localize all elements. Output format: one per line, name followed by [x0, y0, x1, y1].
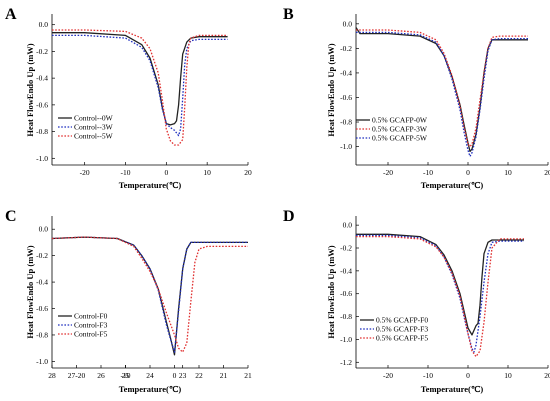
y-tick-label: -1.0 — [36, 357, 48, 366]
x-tick-label: 25 — [122, 371, 130, 380]
y-tick-label: -1.0 — [340, 335, 352, 344]
y-tick-label: -0.6 — [340, 289, 352, 298]
legend-label: 0.5% GCAFP-F5 — [376, 334, 428, 343]
series-line-0-5-gcafp-5w — [356, 31, 528, 158]
chart-panel-D: D 0.0 -0.2 -0.4 -0.6 -0.8 -1.0 -1.2 -20 -10 0 10 20 T… — [283, 208, 550, 394]
y-tick-label: -1.2 — [340, 358, 352, 367]
x-tick-label: 21 — [244, 371, 252, 380]
legend-label: Control-F0 — [74, 312, 108, 321]
y-tick-label: -0.2 — [340, 244, 352, 253]
x-tick-label: 21 — [220, 371, 228, 380]
x-tick-label: 10 — [203, 168, 211, 177]
y-tick-label: -0.4 — [36, 74, 48, 83]
legend-label: Control--0W — [74, 114, 114, 123]
legend-label: 0.5% GCAFP-5W — [372, 134, 428, 143]
y-tick-label: 0.0 — [39, 20, 49, 29]
x-axis-label: Temperature(℃) — [421, 384, 484, 394]
chart-panel-A: A 0.0 -0.2 -0.4 -0.6 -0.8 -1.0 -20 -10 0 10 20 Tempe… — [5, 6, 252, 190]
legend-label: 0.5% GCAFP-F0 — [376, 316, 428, 325]
y-tick-label: -0.8 — [340, 312, 352, 321]
x-tick-label: 26 — [97, 371, 105, 380]
series-line-0-5-gcafp-3w — [356, 29, 528, 148]
y-axis-label: Heat FlowEndo Up (mW) — [25, 43, 35, 136]
x-tick-label: 22 — [195, 371, 203, 380]
legend-label: Control-F3 — [74, 321, 108, 330]
x-tick-label: 28 — [48, 371, 56, 380]
y-tick-label: 0.0 — [39, 225, 49, 234]
x-axis-label: Temperature(℃) — [421, 180, 484, 190]
panel-label: D — [283, 208, 295, 225]
x-tick-label: -20 — [383, 371, 393, 380]
panel-label: B — [283, 6, 294, 23]
x-tick-label: -10 — [121, 168, 131, 177]
x-tick-label: 20 — [244, 168, 252, 177]
legend-label: 0.5% GCAFP-F3 — [376, 325, 428, 334]
x-tick-label: 10 — [504, 371, 512, 380]
y-tick-label: -0.8 — [36, 330, 48, 339]
y-tick-label: -0.6 — [36, 100, 48, 109]
y-tick-label: 0.0 — [343, 221, 353, 230]
series-line-0-5-gcafp-f0 — [356, 233, 524, 336]
series-line-control-5w — [52, 29, 228, 146]
x-tick-label: -10 — [121, 371, 131, 380]
x-tick-label: 23 — [179, 371, 187, 380]
x-tick-label: 10 — [504, 168, 512, 177]
y-tick-label: -0.2 — [340, 44, 352, 53]
panel-label: A — [5, 6, 17, 23]
y-tick-label: 0.0 — [343, 19, 353, 28]
legend-label: 0.5% GCAFP-3W — [372, 125, 428, 134]
y-axis-label: Heat FlowEndo Up (mW) — [326, 43, 336, 136]
x-tick-label: 0 — [466, 168, 470, 177]
legend-label: 0.5% GCAFP-0W — [372, 116, 428, 125]
y-tick-label: -0.2 — [36, 47, 48, 56]
y-tick-label: -0.8 — [340, 118, 352, 127]
y-axis-label: Heat FlowEndo Up (mW) — [326, 245, 336, 338]
x-axis-label: Temperature(℃) — [119, 180, 182, 190]
legend-label: Control--5W — [74, 132, 114, 141]
x-tick-label: 0 — [164, 168, 168, 177]
y-tick-label: -0.6 — [340, 93, 352, 102]
x-tick-label: 24 — [146, 371, 154, 380]
y-axis-label: Heat FlowEndo Up (mW) — [25, 245, 35, 338]
y-tick-label: -0.4 — [340, 266, 352, 275]
x-tick-label: -10 — [423, 168, 433, 177]
y-tick-label: -0.2 — [36, 251, 48, 260]
legend-label: Control--3W — [74, 123, 114, 132]
legend-label: Control-F5 — [74, 330, 108, 339]
x-tick-label: 0 — [173, 371, 177, 380]
x-tick-label: -20 — [383, 168, 393, 177]
x-axis-label: Temperature(℃) — [119, 384, 182, 394]
y-tick-label: -1.0 — [36, 154, 48, 163]
x-tick-label: -10 — [423, 371, 433, 380]
x-tick-label: 27-20 — [68, 371, 86, 380]
x-tick-label: 20 — [544, 168, 550, 177]
panel-label: C — [5, 208, 17, 225]
y-tick-label: -0.8 — [36, 127, 48, 136]
series-line-control-f5 — [51, 236, 248, 353]
y-tick-label: -0.4 — [36, 278, 48, 287]
series-line-control-3w — [52, 34, 228, 137]
chart-panel-B: B 0.0 -0.2 -0.4 -0.6 -0.8 -1.0 -20 -10 0 10 20 Tempe… — [283, 6, 550, 190]
chart-panel-C: C 0.0 -0.2 -0.4 -0.6 -0.8 -1.028 27-20 26 25-10 24… — [5, 208, 252, 394]
y-tick-label: -0.6 — [36, 304, 48, 313]
x-tick-label: 0 — [466, 371, 470, 380]
y-tick-label: -1.0 — [340, 142, 352, 151]
x-tick-label: 20 — [544, 371, 550, 380]
x-tick-label: -20 — [80, 168, 90, 177]
y-tick-label: -0.4 — [340, 68, 352, 77]
